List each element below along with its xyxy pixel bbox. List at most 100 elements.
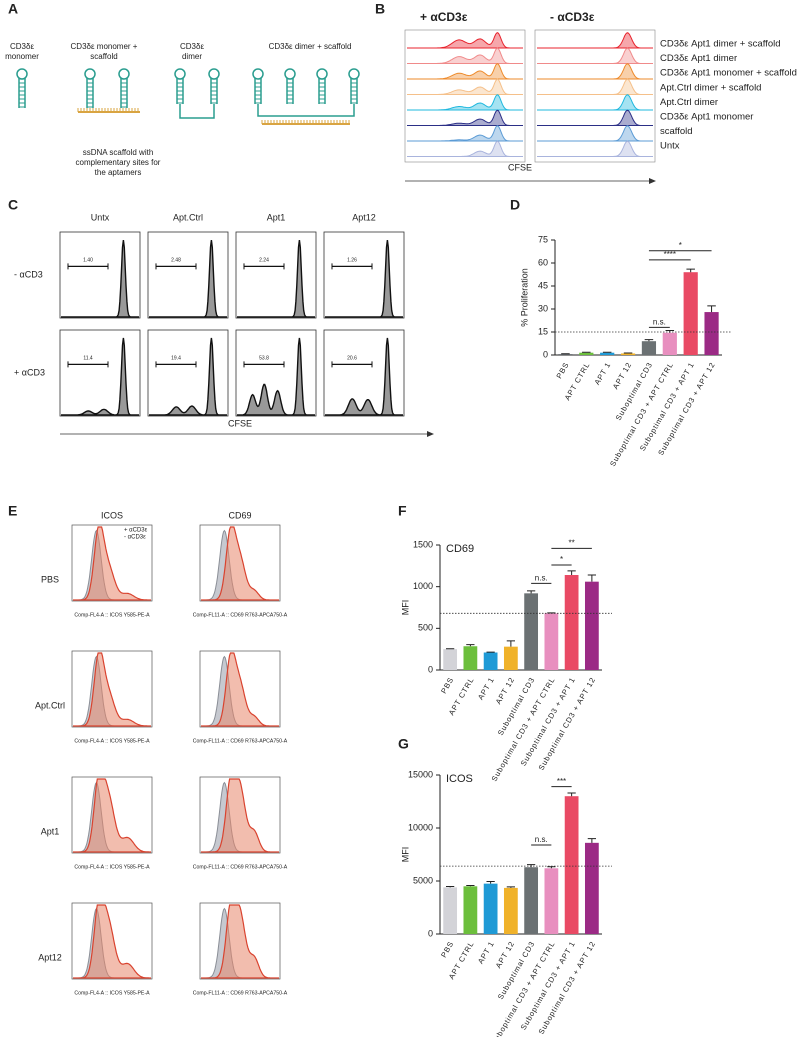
- chart-title: ICOS: [446, 773, 473, 785]
- bar: [524, 593, 539, 670]
- plot-frame: [71, 902, 153, 980]
- plot-frame: [199, 524, 281, 602]
- bar: [558, 354, 573, 355]
- y-tick-label: 15000: [408, 769, 433, 779]
- histogram: [407, 78, 523, 95]
- error-bar: [526, 590, 536, 594]
- plot-frame: [71, 776, 153, 854]
- histogram: [407, 31, 523, 49]
- bar: [544, 868, 559, 934]
- histogram: [149, 240, 227, 318]
- histogram: [407, 109, 523, 126]
- plot-frame: [323, 231, 405, 319]
- bar: [463, 886, 478, 934]
- histogram: [201, 526, 279, 601]
- error-bar: [567, 792, 576, 797]
- error-bar: [587, 574, 597, 582]
- row-label: - αCD3: [14, 269, 43, 279]
- error-bar: [486, 881, 495, 884]
- significance-label: ***: [557, 777, 566, 786]
- significance-label: *: [679, 241, 682, 250]
- gate-value: 53.8: [259, 356, 269, 362]
- aptamer-loop: [208, 68, 220, 80]
- error-bar: [587, 838, 597, 843]
- aptamer-loop: [316, 68, 328, 80]
- x-tick-label: PBS: [439, 675, 456, 695]
- row-label: PBS: [41, 574, 59, 584]
- column-header: + αCD3ε: [420, 10, 468, 24]
- row-label: Apt12: [38, 952, 62, 962]
- legend-label: - αCD3ε: [124, 535, 146, 541]
- aptamer-loop: [284, 68, 296, 80]
- histogram: [237, 337, 315, 416]
- row-label: + αCD3: [14, 367, 45, 377]
- legend-label: scaffold: [660, 126, 693, 137]
- panel-letter: A: [8, 1, 18, 17]
- error-bar: [506, 640, 516, 647]
- histogram: [537, 125, 653, 142]
- axis-label: Comp-FL11-A :: CD69 R763-APCA750-A: [193, 738, 288, 744]
- histogram: [407, 140, 523, 157]
- bar: [641, 341, 657, 355]
- histogram: [73, 652, 151, 727]
- diagram-label: CD3δε dimer: [179, 42, 205, 61]
- axis-label: CFSE: [508, 162, 532, 172]
- plot-frame: [199, 776, 281, 854]
- plot-frame: [323, 329, 405, 417]
- plot-frame: [71, 650, 153, 728]
- gate-value: 19.4: [171, 356, 181, 362]
- column-header: ICOS: [101, 510, 123, 520]
- error-bar: [506, 886, 516, 888]
- diagram-note: ssDNA scaffold with complementary sites …: [75, 148, 161, 177]
- y-tick-label: 1500: [413, 539, 433, 549]
- column-header: Apt1: [267, 212, 286, 222]
- significance-label: n.s.: [535, 573, 548, 582]
- plot-frame: [71, 524, 153, 602]
- x-tick-label: APT 1: [592, 360, 612, 386]
- panel-letter: B: [375, 1, 385, 17]
- error-bar: [466, 884, 475, 887]
- arrow-head: [427, 431, 434, 437]
- error-bar: [547, 866, 556, 869]
- gate-value: 1.26: [347, 258, 357, 264]
- y-tick-label: 1000: [413, 581, 433, 591]
- plot-frame: [59, 329, 141, 417]
- panel-letter: D: [510, 197, 520, 213]
- gate-value: 20.6: [347, 356, 357, 362]
- y-tick-label: 0: [543, 349, 548, 359]
- bar: [443, 887, 458, 934]
- significance-label: n.s.: [653, 318, 666, 327]
- row-label: Apt1: [41, 826, 60, 836]
- histogram: [73, 778, 151, 853]
- histogram: [201, 652, 279, 727]
- bar: [503, 646, 518, 670]
- histogram: [407, 47, 523, 64]
- axis-label: Comp-FL11-A :: CD69 R763-APCA750-A: [193, 864, 288, 870]
- y-tick-label: 15: [538, 326, 548, 336]
- plot-frame: [199, 650, 281, 728]
- histogram: [407, 62, 523, 80]
- bar: [600, 352, 615, 355]
- x-tick-label: APT 12: [611, 360, 634, 390]
- histogram: [537, 78, 653, 95]
- row-label: Apt.Ctrl: [35, 700, 65, 710]
- plot-frame: [404, 29, 526, 163]
- axis-label: Comp-FL4-A :: ICOS Y585-PE-A: [74, 738, 150, 744]
- panel-letter: G: [398, 736, 409, 752]
- column-header: CD69: [228, 510, 251, 520]
- bar: [662, 332, 677, 355]
- panel-letter: F: [398, 503, 407, 519]
- error-bar: [567, 570, 576, 575]
- histogram: [61, 337, 139, 416]
- panel-letter: C: [8, 197, 18, 213]
- histogram: [201, 904, 279, 979]
- significance-label: ****: [664, 250, 676, 259]
- column-header: Apt.Ctrl: [173, 212, 203, 222]
- bar: [544, 613, 559, 670]
- histogram: [537, 32, 653, 49]
- legend-label: + αCD3ε: [124, 528, 148, 534]
- y-tick-label: 10000: [408, 822, 433, 832]
- gate-value: 2.48: [171, 258, 181, 264]
- histogram: [149, 337, 227, 416]
